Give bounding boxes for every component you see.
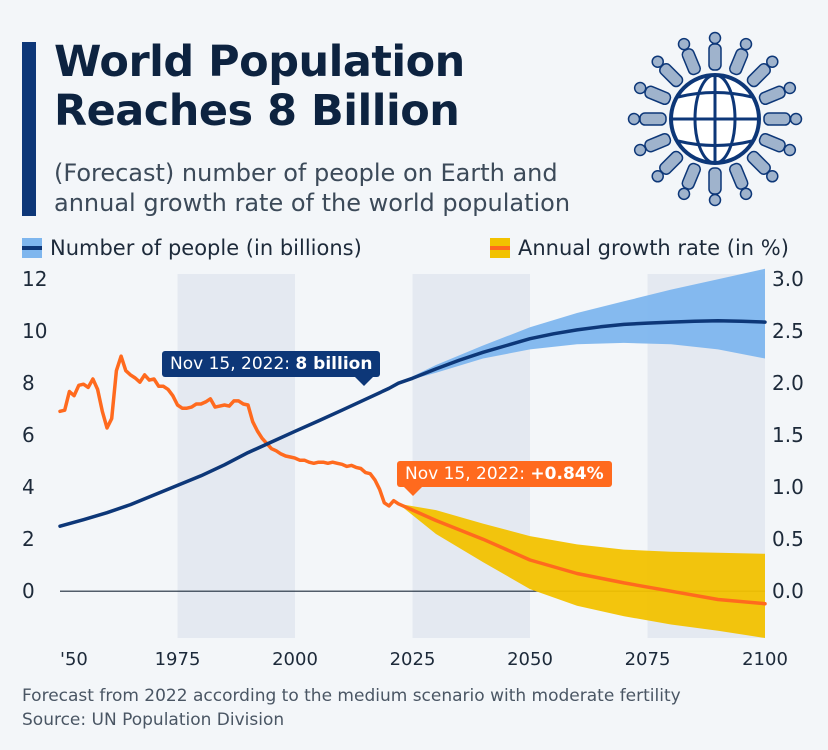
x-tick-label: 2100: [742, 649, 788, 670]
population-line: [58, 319, 767, 528]
title-line-2: Reaches 8 Billion: [54, 86, 460, 136]
subtitle-line-2: annual growth rate of the world populati…: [54, 189, 571, 217]
callout-growth-prefix: Nov 15, 2022:: [405, 464, 531, 484]
callout-people-prefix: Nov 15, 2022:: [170, 354, 296, 374]
x-tick-label: '50: [60, 649, 88, 670]
shaded-range-1: [412, 274, 530, 638]
callout-8-billion: Nov 15, 2022: 8 billion: [162, 351, 381, 386]
legend-growth: Annual growth rate (in %): [490, 236, 789, 260]
legend-people-swatch: [22, 238, 42, 258]
title-line-1: World Population: [54, 37, 465, 87]
footer-source: Source: UN Population Division: [22, 710, 285, 730]
y-left-tick-label: 12: [22, 267, 47, 291]
population-forecast-band: [398, 268, 765, 384]
shaded-range-0: [177, 274, 295, 638]
y-left-tick-label: 6: [22, 423, 35, 447]
y-left-tick-label: 2: [22, 527, 35, 551]
y-left-tick-label: 0: [22, 579, 35, 603]
legend-growth-label: Annual growth rate (in %): [518, 236, 789, 260]
growth-rate-line: [58, 354, 767, 606]
legend-people: Number of people (in billions): [22, 236, 362, 260]
footer-note: Forecast from 2022 according to the medi…: [22, 686, 681, 706]
x-tick-label: 2075: [625, 649, 671, 670]
y-right-tick-label: 2.0: [772, 371, 804, 395]
growth-rate-forecast-band: [398, 503, 765, 638]
x-tick-label: 2025: [390, 649, 436, 670]
y-right-tick-label: 1.5: [772, 423, 804, 447]
x-tick-label: 1975: [155, 649, 201, 670]
legend-people-label: Number of people (in billions): [50, 236, 362, 260]
callout-growth-rate: Nov 15, 2022: +0.84%: [397, 461, 612, 496]
legend-growth-swatch: [490, 238, 510, 258]
subtitle: (Forecast) number of people on Earth and…: [54, 158, 570, 218]
title-accent-bar: [22, 42, 36, 216]
globe-people-icon: [627, 31, 803, 207]
y-left-tick-label: 8: [22, 371, 35, 395]
y-right-tick-label: 2.5: [772, 319, 804, 343]
x-tick-label: 2000: [272, 649, 318, 670]
x-tick-label: 2050: [507, 649, 553, 670]
callout-growth-value: +0.84%: [530, 464, 604, 484]
y-left-tick-label: 4: [22, 475, 35, 499]
callout-people-value: 8 billion: [295, 354, 373, 374]
subtitle-line-1: (Forecast) number of people on Earth and: [54, 159, 558, 187]
y-right-tick-label: 3.0: [772, 267, 804, 291]
page-title: World Population Reaches 8 Billion: [54, 38, 465, 136]
y-left-tick-label: 10: [22, 319, 47, 343]
y-right-tick-label: 1.0: [772, 475, 804, 499]
population-chart: 0 2 4 6 8 10 12 0.0 0.5 1.0 1.5 2.0 2.5 3.0 '50 1975 200…: [22, 267, 804, 670]
y-right-tick-label: 0.0: [772, 579, 804, 603]
footer: Forecast from 2022 according to the medi…: [22, 684, 681, 732]
y-right-tick-label: 0.5: [772, 527, 804, 551]
